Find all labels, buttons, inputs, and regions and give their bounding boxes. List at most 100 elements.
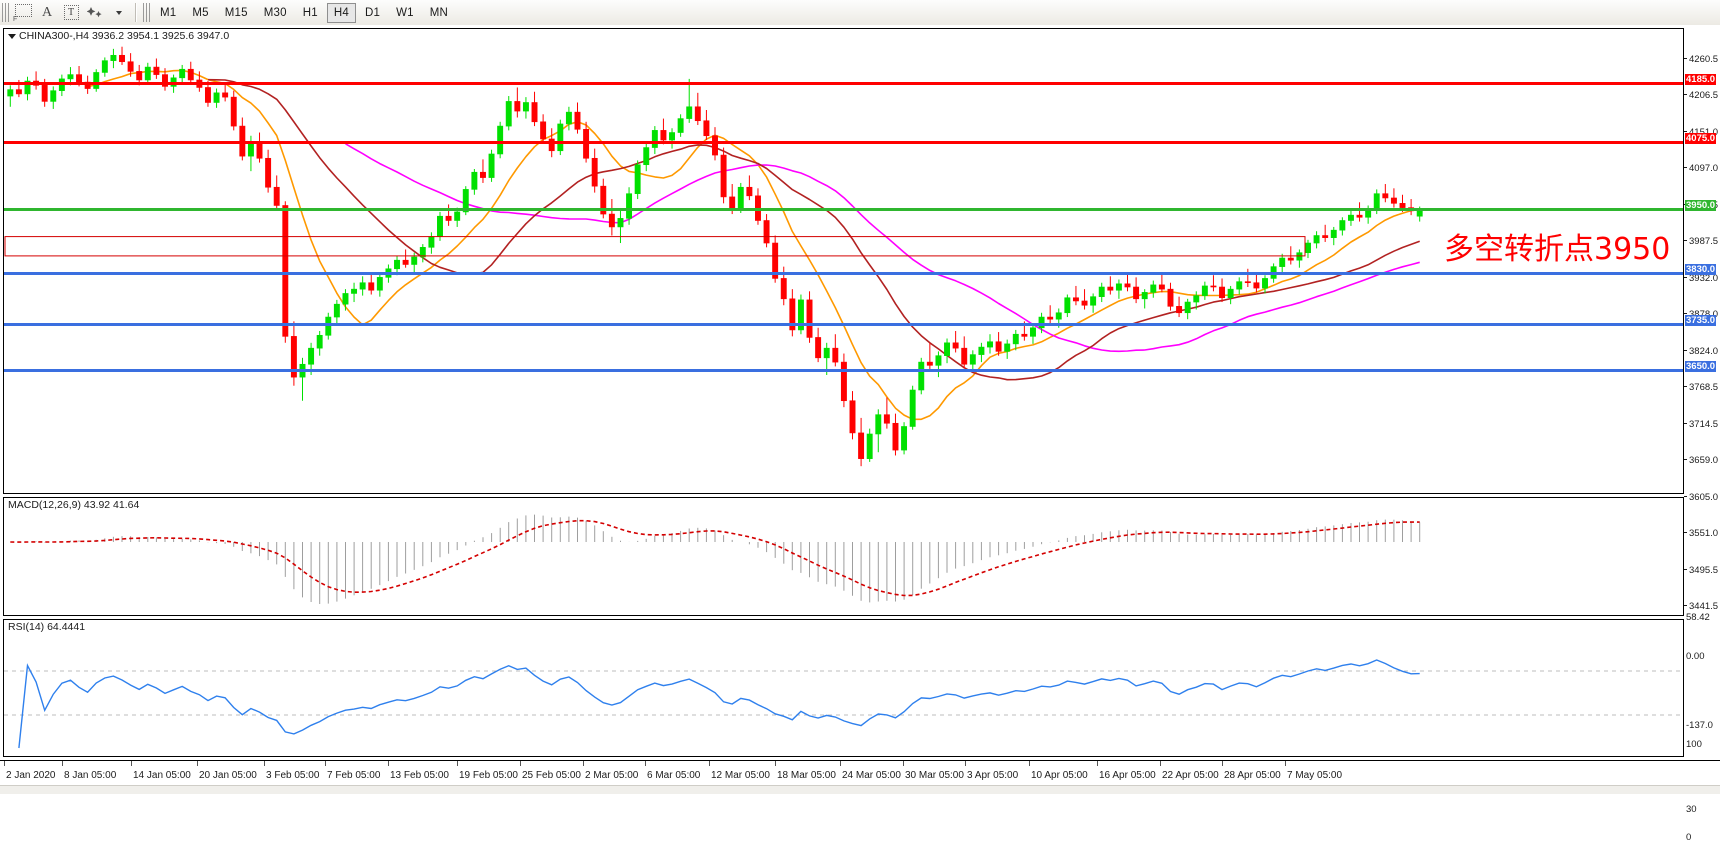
- chart-annotation: 多空转折点3950: [1444, 232, 1671, 267]
- price-tag-3830-0[interactable]: 3830.0: [1685, 264, 1717, 276]
- level-line-3950-0[interactable]: [4, 207, 1683, 211]
- candle-body: [41, 85, 48, 102]
- candle-body: [712, 135, 718, 156]
- candle-body: [583, 129, 590, 159]
- candle-body: [918, 361, 925, 391]
- timeframe-grip[interactable]: [143, 3, 152, 22]
- price-tick-4206-5: 4206.5: [1684, 90, 1718, 101]
- indicator-tick-_137_0: -137.0: [1686, 720, 1713, 731]
- symbol-caret-icon[interactable]: [8, 33, 16, 39]
- indicator-tick-30: 30: [1686, 804, 1697, 815]
- ma-line-1: [345, 143, 1420, 353]
- price-pane[interactable]: CHINA300-,H4 3936.2 3954.1 3925.6 3947.0…: [3, 28, 1684, 494]
- candle-body: [179, 68, 186, 79]
- candle-body: [1090, 296, 1097, 306]
- candle-body: [419, 247, 426, 258]
- time-label: 6 Mar 05:00: [647, 770, 701, 781]
- candle-body: [669, 132, 675, 141]
- chart-area[interactable]: CHINA300-,H4 3936.2 3954.1 3925.6 3947.0…: [0, 25, 1720, 843]
- price-tick-4260-5: 4260.5: [1684, 54, 1718, 65]
- candle-body: [1296, 252, 1303, 261]
- candle-body: [660, 130, 667, 141]
- candle-body: [763, 220, 770, 244]
- candle-body: [703, 120, 710, 137]
- time-tick: [520, 761, 521, 766]
- time-tick: [1160, 761, 1161, 766]
- symbol-header[interactable]: CHINA300-,H4 3936.2 3954.1 3925.6 3947.0: [8, 30, 229, 42]
- objects-icon[interactable]: [84, 2, 106, 23]
- time-label: 12 Mar 05:00: [711, 770, 770, 781]
- price-tick-4151-0: 4151.0: [1684, 127, 1718, 138]
- level-line-4075-0[interactable]: [4, 140, 1683, 144]
- timeframe-m5[interactable]: M5: [192, 6, 209, 19]
- candle-body: [944, 342, 950, 356]
- candle-body: [849, 400, 856, 434]
- candlestick-canvas: [4, 46, 1423, 467]
- level-line-3735-0[interactable]: [4, 323, 1683, 326]
- candle-body: [1141, 292, 1148, 300]
- candle-body: [772, 242, 779, 279]
- candle-body: [1047, 316, 1054, 320]
- candle-body: [333, 303, 340, 318]
- level-line-3830-0[interactable]: [4, 272, 1683, 276]
- candle-body: [617, 218, 624, 228]
- time-label: 19 Feb 05:00: [459, 770, 518, 781]
- level-line-3650-0[interactable]: [4, 368, 1683, 372]
- timeframe-h4[interactable]: H4: [326, 2, 356, 23]
- rsi-label: RSI(14) 64.4441: [8, 621, 86, 633]
- indicator-tick-58_42: 58.42: [1686, 612, 1710, 623]
- price-axis[interactable]: 4260.54206.54151.04097.04041.53987.53932…: [1684, 25, 1720, 843]
- macd-pane[interactable]: MACD(12,26,9) 43.92 41.64: [3, 497, 1684, 616]
- candle-body: [832, 347, 839, 363]
- time-label: 2 Jan 2020: [6, 770, 56, 781]
- candle-body: [608, 213, 615, 228]
- timeframe-m1[interactable]: M1: [160, 6, 177, 19]
- dropdown-caret-icon[interactable]: [108, 2, 130, 23]
- candle-body: [127, 61, 134, 72]
- price-tick-3932-0: 3932.0: [1684, 273, 1718, 284]
- candle-body: [359, 282, 366, 290]
- candle-body: [187, 68, 194, 81]
- candle-body: [479, 171, 486, 178]
- level-line-4185-0[interactable]: [4, 81, 1683, 85]
- time-tick: [264, 761, 265, 766]
- price-tag-4185-0[interactable]: 4185.0: [1685, 73, 1717, 85]
- timeframe-d1[interactable]: D1: [364, 6, 381, 19]
- indicator-tick-0: 0: [1686, 832, 1692, 843]
- timeframe-w1[interactable]: W1: [396, 6, 414, 19]
- time-label: 20 Jan 05:00: [199, 770, 257, 781]
- timeframe-m15[interactable]: M15: [224, 6, 248, 19]
- price-tag-4075-0[interactable]: 4075.0: [1685, 132, 1717, 144]
- candle-body: [230, 96, 237, 127]
- text-label-icon[interactable]: A: [41, 4, 53, 20]
- toolbar-separator: [135, 3, 137, 22]
- price-tag-3650-0[interactable]: 3650.0: [1685, 360, 1717, 372]
- timeframe-h1[interactable]: H1: [302, 6, 318, 19]
- time-label: 18 Mar 05:00: [777, 770, 836, 781]
- time-tick: [62, 761, 63, 766]
- candle-body: [969, 354, 976, 365]
- candle-body: [1201, 285, 1208, 296]
- candle-body: [815, 337, 822, 359]
- time-tick: [457, 761, 458, 766]
- timeframe-mn[interactable]: MN: [429, 6, 449, 19]
- price-tag-3950-0[interactable]: 3950.0: [1685, 199, 1717, 211]
- candle-body: [557, 123, 564, 152]
- toolbar-grip[interactable]: [2, 3, 11, 22]
- price-tick-3659-0: 3659.0: [1684, 455, 1718, 466]
- candle-body: [643, 147, 650, 166]
- candle-body: [247, 141, 254, 157]
- price-tag-3735-0[interactable]: 3735.0: [1685, 315, 1717, 327]
- price-tick-3714-5: 3714.5: [1684, 419, 1718, 430]
- candle-body: [1133, 286, 1140, 300]
- rsi-pane[interactable]: RSI(14) 64.4441: [3, 619, 1684, 757]
- text-box-icon[interactable]: T: [60, 2, 82, 23]
- candle-body: [1253, 282, 1260, 289]
- crosshair-f-icon[interactable]: F: [12, 2, 34, 24]
- price-tick-3605-0: 3605.0: [1684, 492, 1718, 503]
- timeframe-m30[interactable]: M30: [263, 6, 287, 19]
- candle-body: [883, 414, 890, 424]
- candle-body: [952, 342, 959, 349]
- time-tick: [1285, 761, 1286, 766]
- candle-body: [213, 92, 220, 103]
